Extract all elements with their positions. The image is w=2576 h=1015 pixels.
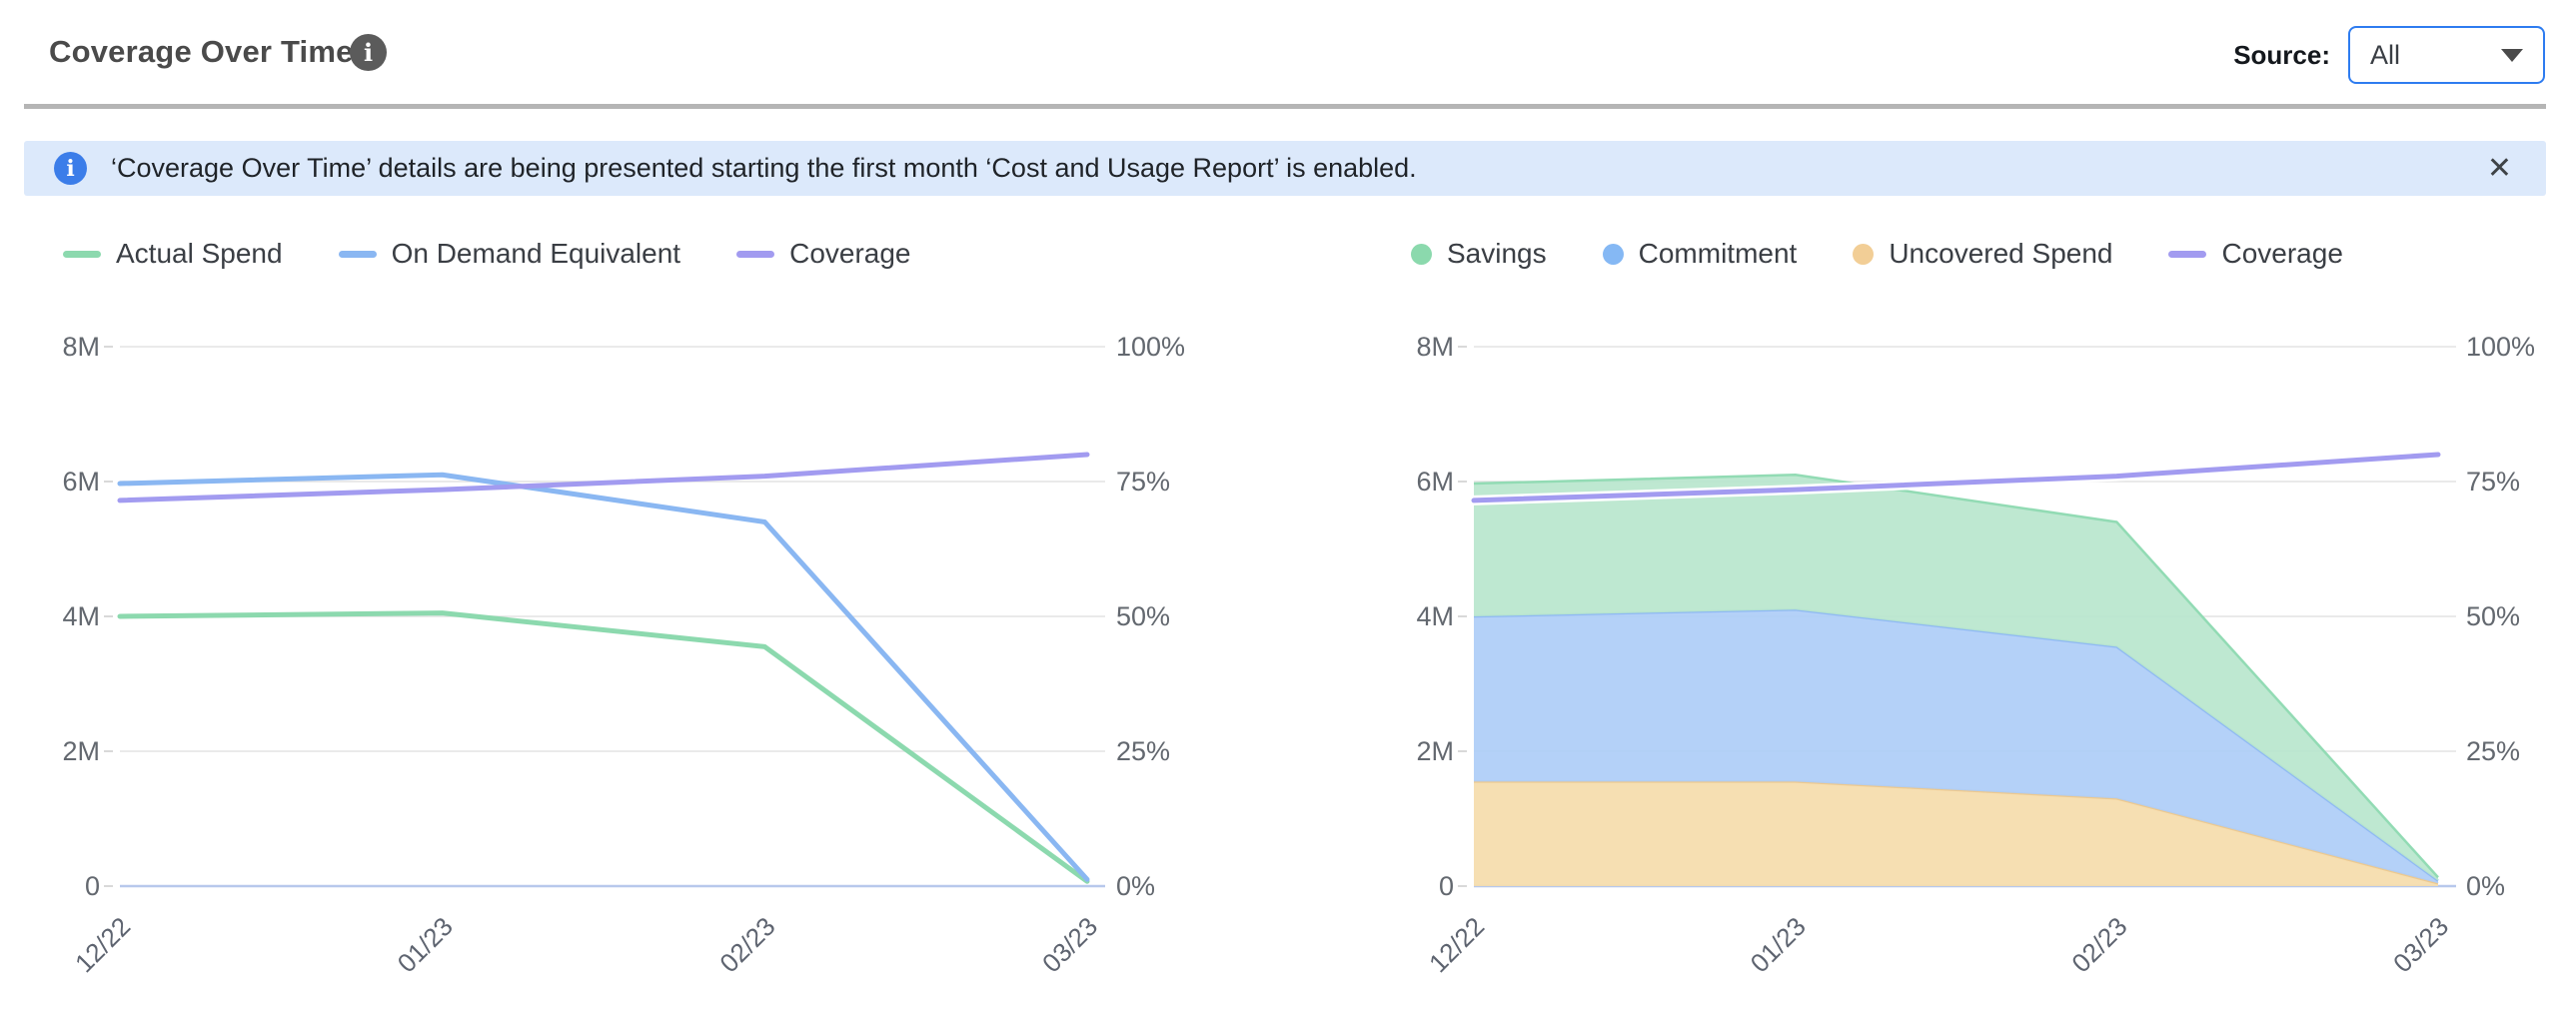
banner-info-icon-glyph: i bbox=[66, 155, 75, 182]
source-selected-value: All bbox=[2370, 39, 2401, 70]
page-title: Coverage Over Time bbox=[49, 34, 354, 69]
y-axis-label: 4M bbox=[62, 601, 100, 631]
x-axis-label: 02/23 bbox=[2065, 911, 2132, 978]
uncovered-spend-swatch bbox=[1853, 243, 1875, 265]
coverage-swatch bbox=[2168, 250, 2207, 258]
x-axis-label: 01/23 bbox=[392, 911, 459, 978]
line-actual-spend bbox=[117, 610, 1090, 884]
info-icon-glyph: i bbox=[363, 38, 374, 67]
y-axis-label: 6M bbox=[1416, 467, 1454, 497]
pct-axis-label: 0% bbox=[2466, 871, 2505, 901]
coverage-swatch bbox=[736, 250, 775, 258]
legend-label: Uncovered Spend bbox=[1889, 238, 2113, 269]
legend-item-savings[interactable]: Savings bbox=[1411, 238, 1547, 270]
info-icon[interactable]: i bbox=[350, 34, 387, 71]
close-icon[interactable]: ✕ bbox=[2486, 151, 2512, 185]
area-border-savings bbox=[1473, 474, 2439, 879]
y-axis-label: 8M bbox=[1416, 332, 1454, 362]
pct-axis-label: 0% bbox=[1116, 871, 1155, 901]
line-coverage bbox=[117, 452, 1090, 504]
legend-right-chart: Savings Commitment Uncovered Spend Coverage bbox=[1411, 238, 2343, 270]
info-banner: i ‘Coverage Over Time’ details are being… bbox=[24, 141, 2546, 196]
y-axis-label: 0 bbox=[1439, 871, 1454, 901]
pct-axis-label: 75% bbox=[1116, 467, 1170, 497]
source-control: Source: All bbox=[2233, 24, 2545, 86]
x-axis-label: 03/23 bbox=[2387, 911, 2454, 978]
right-chart[interactable]: 8M 100% 6M 75% 4M 50% 2M 25% 0 0% 12/22 01/23 02/23 0… bbox=[1416, 332, 2535, 978]
pct-axis-label: 100% bbox=[2466, 332, 2535, 362]
source-dropdown[interactable]: All bbox=[2348, 26, 2545, 84]
banner-message: ‘Coverage Over Time’ details are being p… bbox=[111, 153, 1417, 183]
header: Coverage Over Time i Source: All bbox=[0, 0, 2576, 104]
x-axis-label: 02/23 bbox=[713, 911, 780, 978]
area-uncovered-spend bbox=[1474, 781, 2438, 886]
actual-spend-swatch bbox=[63, 250, 101, 258]
line-on-demand-equivalent bbox=[117, 472, 1090, 882]
savings-swatch bbox=[1411, 243, 1432, 265]
x-axis-label: 03/23 bbox=[1036, 911, 1103, 978]
banner-info-icon: i bbox=[54, 152, 87, 185]
y-axis-label: 2M bbox=[1416, 736, 1454, 766]
legend-item-coverage[interactable]: Coverage bbox=[2168, 238, 2343, 270]
source-label: Source: bbox=[2233, 39, 2330, 70]
commitment-swatch bbox=[1602, 243, 1624, 265]
x-axis-label: 12/22 bbox=[1423, 911, 1490, 978]
pct-axis-label: 25% bbox=[2466, 736, 2520, 766]
on-demand-equivalent-swatch bbox=[338, 250, 377, 258]
legend-label: Actual Spend bbox=[116, 238, 283, 269]
legend-item-actual-spend[interactable]: Actual Spend bbox=[63, 238, 283, 270]
legend-item-coverage[interactable]: Coverage bbox=[736, 238, 911, 270]
y-axis-label: 4M bbox=[1416, 601, 1454, 631]
pct-axis-label: 25% bbox=[1116, 736, 1170, 766]
area-savings bbox=[1474, 475, 2438, 881]
pct-axis-label: 75% bbox=[2466, 467, 2520, 497]
legend-item-commitment[interactable]: Commitment bbox=[1602, 238, 1798, 270]
y-axis-label: 2M bbox=[62, 736, 100, 766]
legend-label: Coverage bbox=[789, 238, 911, 269]
legend-label: Coverage bbox=[2221, 238, 2343, 269]
header-divider bbox=[24, 104, 2546, 109]
pct-axis-label: 100% bbox=[1116, 332, 1185, 362]
chevron-down-icon bbox=[2501, 48, 2523, 62]
area-commitment bbox=[1474, 609, 2438, 884]
y-axis-label: 0 bbox=[85, 871, 100, 901]
legend-left-chart: Actual Spend On Demand Equivalent Coverage bbox=[63, 238, 911, 270]
pct-axis-label: 50% bbox=[2466, 601, 2520, 631]
pct-axis-label: 50% bbox=[1116, 601, 1170, 631]
x-axis-label: 01/23 bbox=[1745, 911, 1812, 978]
legend-item-uncovered-spend[interactable]: Uncovered Spend bbox=[1853, 238, 2112, 270]
line-coverage bbox=[1471, 452, 2441, 504]
legend-item-on-demand-equivalent[interactable]: On Demand Equivalent bbox=[338, 238, 681, 270]
legend-label: Savings bbox=[1447, 238, 1547, 269]
legend-label: Commitment bbox=[1638, 238, 1798, 269]
y-axis-label: 8M bbox=[62, 332, 100, 362]
legend-label: On Demand Equivalent bbox=[391, 238, 681, 269]
y-axis-label: 6M bbox=[62, 467, 100, 497]
x-axis-label: 12/22 bbox=[69, 911, 136, 978]
left-chart[interactable]: 8M 100% 6M 75% 4M 50% 2M 25% 0 0% 12/22 01/23 02/23 0… bbox=[62, 332, 1185, 978]
